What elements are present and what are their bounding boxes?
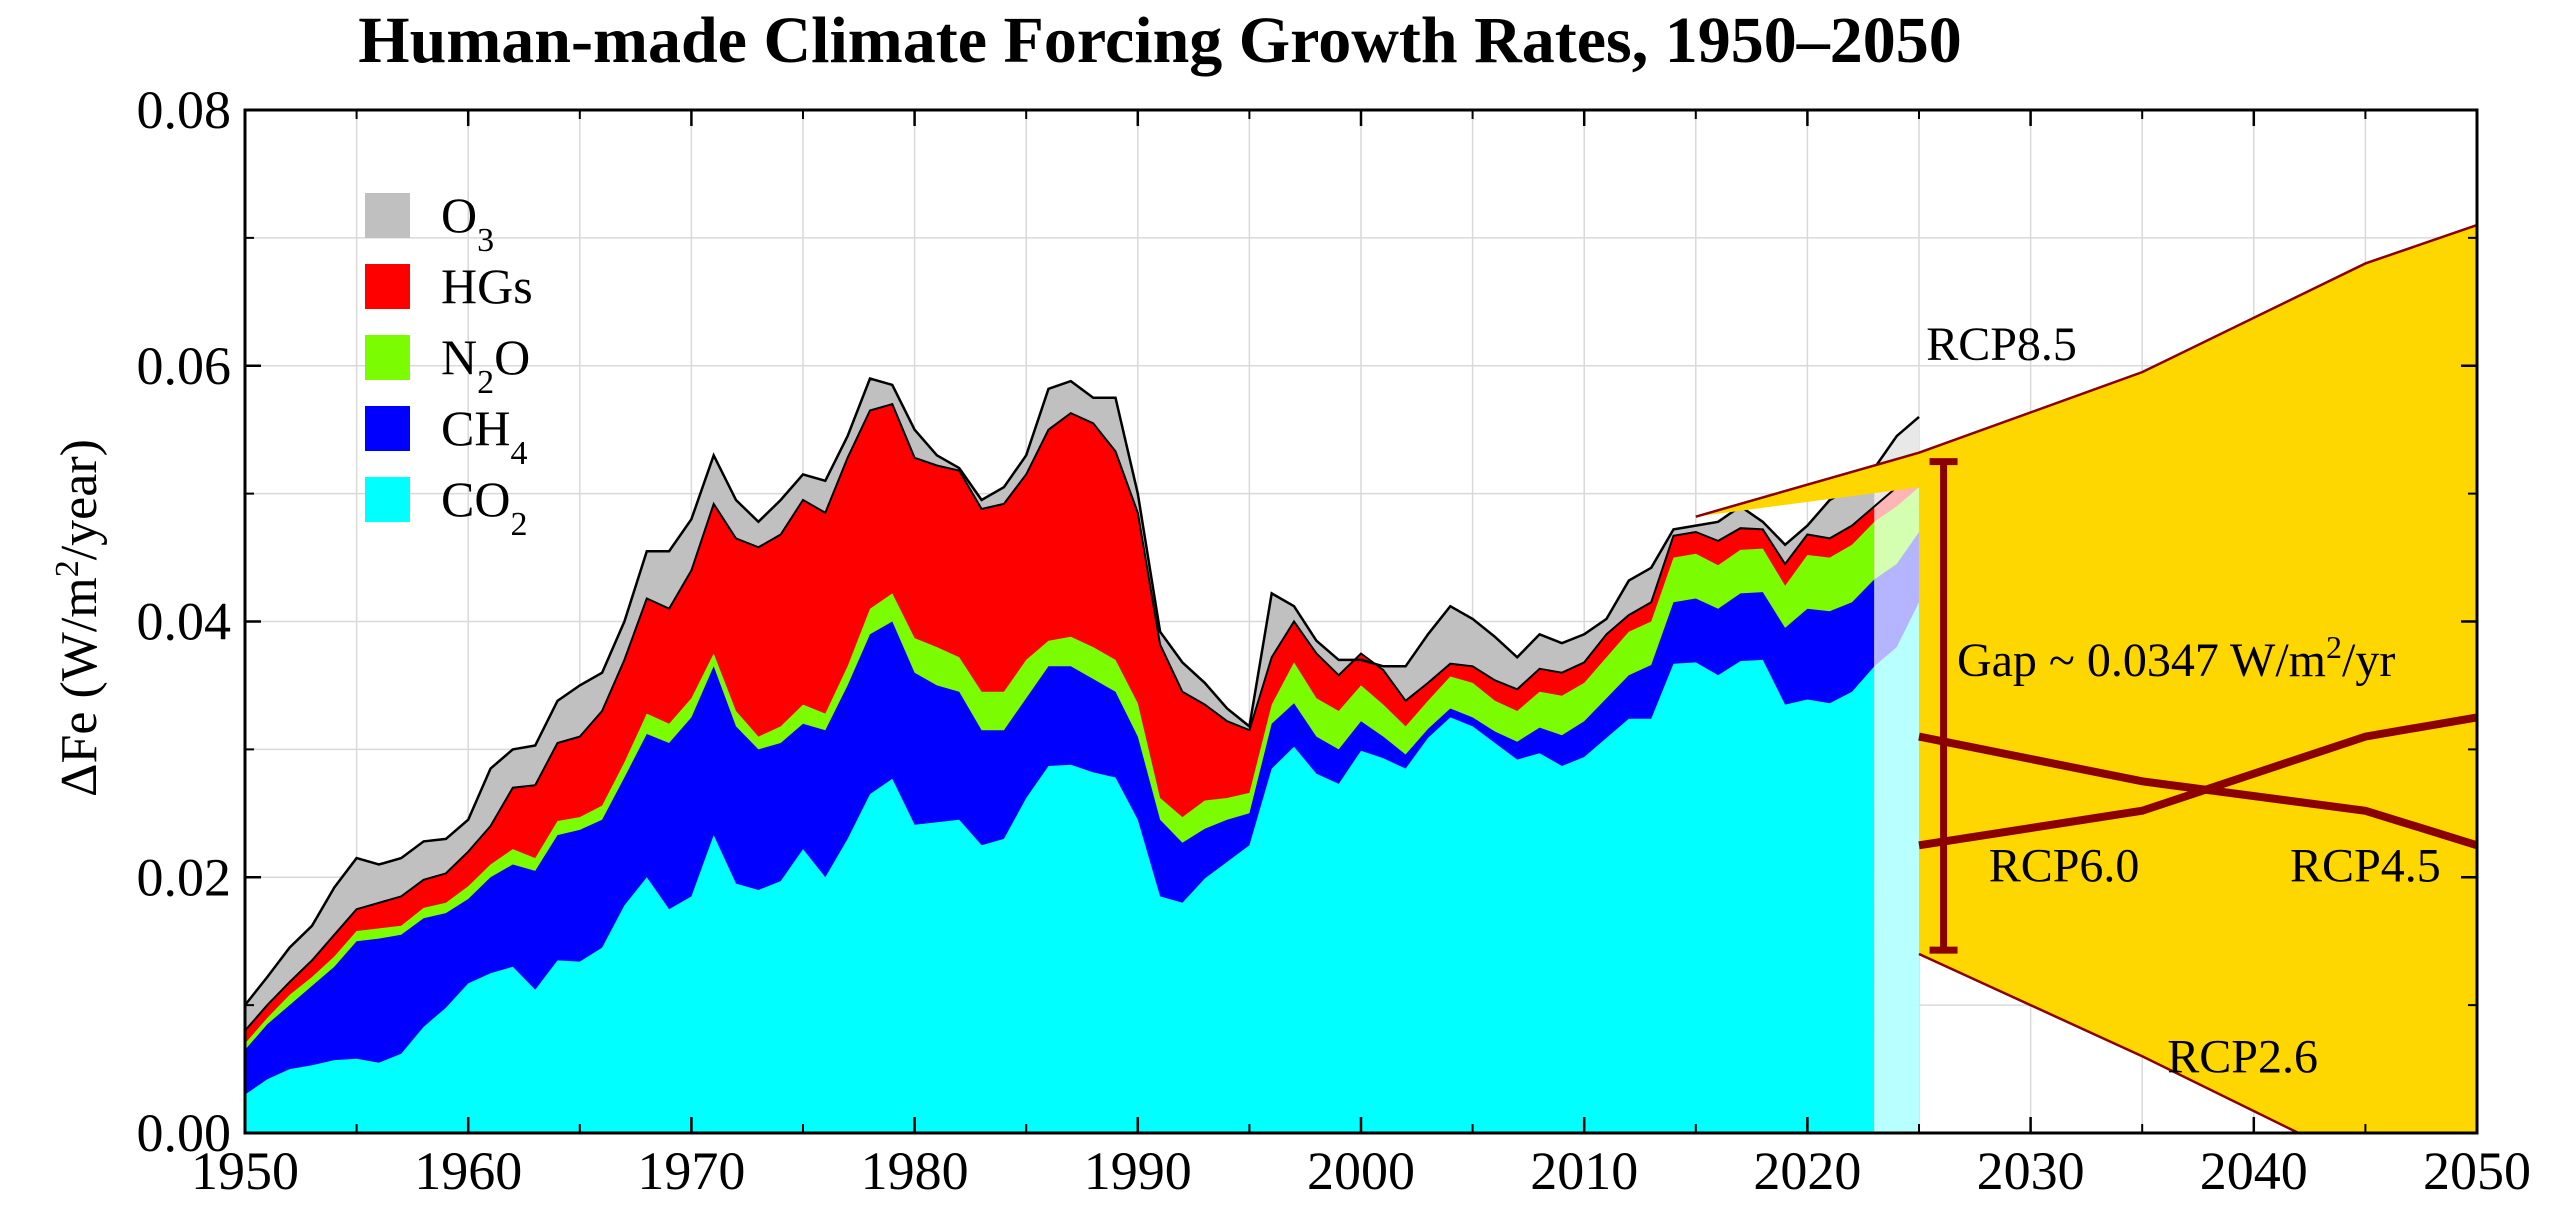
x-tick-label: 1980 xyxy=(861,1141,969,1201)
x-tick-label: 2030 xyxy=(1977,1141,2085,1201)
x-tick-label: 1950 xyxy=(191,1141,299,1201)
x-tick-label: 1960 xyxy=(414,1141,522,1201)
label-rcp85: RCP8.5 xyxy=(1926,318,2077,371)
label-rcp60: RCP6.0 xyxy=(1989,840,2140,893)
chart-title: Human-made Climate Forcing Growth Rates,… xyxy=(358,4,1961,77)
area-co2 xyxy=(245,659,1875,1133)
outline-hgs xyxy=(244,402,1920,1032)
outline-o3 xyxy=(244,376,1920,1006)
axis-ticks: 1950 1960 1970 1980 1990 2000 2010 2020 2030 2040… xyxy=(137,80,2532,1201)
line-rcp85 xyxy=(1695,223,2478,518)
y-tick-label: 0.02 xyxy=(137,847,232,907)
legend-swatch-n2o xyxy=(365,335,410,380)
x-tick-label: 2000 xyxy=(1307,1141,1415,1201)
scenario-envelope xyxy=(1695,225,2477,1133)
y-axis-label: ΔFe (W/m2/year) xyxy=(49,439,109,797)
y-tick-label: 0.06 xyxy=(137,336,232,396)
label-rcp45: RCP4.5 xyxy=(2290,840,2441,893)
gap-label: Gap ~ 0.0347 W/m2/yr xyxy=(1957,629,2395,687)
legend-label-co2: CO2 xyxy=(441,471,527,543)
y-tick-label: 0.00 xyxy=(137,1103,232,1163)
legend-label-o3: O3 xyxy=(441,187,494,259)
legend-swatch-o3 xyxy=(365,193,410,238)
line-rcp60 xyxy=(1918,713,2478,850)
y-tick-label: 0.08 xyxy=(137,80,232,140)
x-tick-label: 1990 xyxy=(1084,1141,1192,1201)
x-tick-label: 2040 xyxy=(2200,1141,2308,1201)
legend-swatch-co2 xyxy=(365,477,410,522)
line-rcp26 xyxy=(1918,952,2299,1135)
legend-label-ch4: CH4 xyxy=(441,400,527,472)
legend-swatch-ch4 xyxy=(365,406,410,451)
provisional-area-co2 xyxy=(1874,602,1919,1133)
y-tick-label: 0.04 xyxy=(137,592,232,652)
x-tick-label: 2020 xyxy=(1753,1141,1861,1201)
scenario-projections: RCP8.5 RCP6.0 RCP4.5 RCP2.6 Gap ~ 0.0347 W/m… xyxy=(1695,223,2479,1135)
legend-label-n2o: N2O xyxy=(441,329,530,401)
x-tick-label: 2010 xyxy=(1530,1141,1638,1201)
stacked-areas xyxy=(244,376,1920,1134)
line-rcp45 xyxy=(1918,732,2479,850)
label-rcp26: RCP2.6 xyxy=(2167,1030,2318,1083)
legend-label-hgs: HGs xyxy=(441,258,533,314)
x-tick-label: 1970 xyxy=(637,1141,745,1201)
x-tick-label: 2050 xyxy=(2423,1141,2531,1201)
legend-swatch-hgs xyxy=(365,264,410,309)
